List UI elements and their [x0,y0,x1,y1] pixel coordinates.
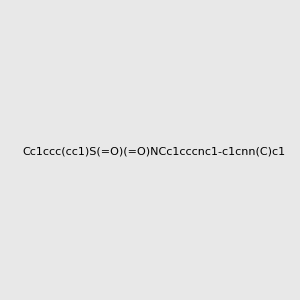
Text: Cc1ccc(cc1)S(=O)(=O)NCc1cccnc1-c1cnn(C)c1: Cc1ccc(cc1)S(=O)(=O)NCc1cccnc1-c1cnn(C)c… [22,146,285,157]
